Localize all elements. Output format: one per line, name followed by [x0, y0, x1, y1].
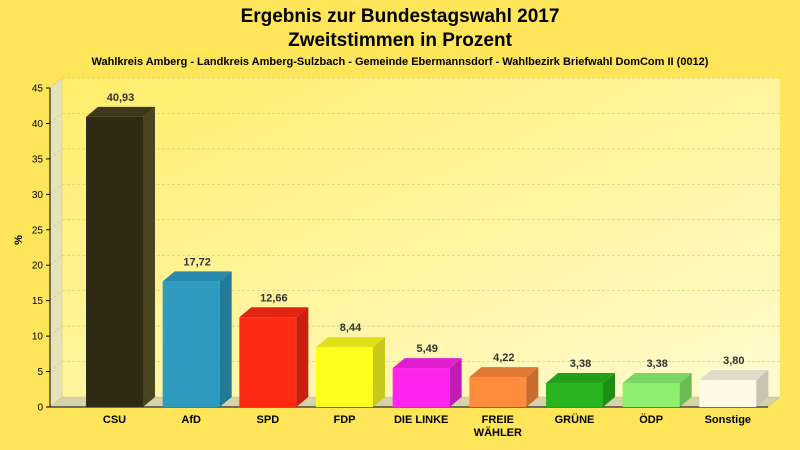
bar-value-label: 3,38 [570, 358, 591, 370]
bar-side [603, 373, 615, 407]
bar-value-label: 17,72 [183, 256, 211, 268]
grid-line-side [49, 77, 63, 89]
x-tick-label: SPD [257, 414, 280, 426]
bar-top [622, 373, 692, 384]
grid-line-side [49, 184, 63, 195]
bar [392, 368, 450, 407]
grid-line-side [49, 361, 63, 372]
bar [699, 380, 757, 407]
bar-side [756, 370, 769, 407]
x-tick-label: AfD [181, 414, 201, 426]
x-tick-label: FREIE [482, 414, 514, 426]
y-tick-label: 15 [32, 296, 44, 307]
bar [622, 383, 680, 407]
bar [546, 383, 603, 407]
x-tick-label: DIE LINKE [394, 414, 448, 426]
x-tick-label: Sonstige [705, 414, 751, 426]
bar-value-label: 5,49 [416, 343, 437, 355]
plot-area [46, 77, 781, 408]
bar-value-label: 12,66 [260, 292, 288, 304]
y-tick-label: 20 [32, 261, 44, 272]
bar [316, 347, 373, 407]
bar-value-label: 3,80 [723, 355, 744, 367]
bar-top [316, 337, 385, 348]
bar-value-label: 40,93 [107, 92, 135, 104]
bar-side [143, 106, 155, 407]
bars-group [86, 106, 769, 407]
bar-value-label: 8,44 [340, 322, 362, 334]
bar-value-label: 4,22 [493, 352, 514, 364]
bar [239, 317, 297, 407]
bar-top [162, 271, 232, 282]
grid-line-side [49, 325, 63, 337]
y-axis-label: % [13, 235, 25, 245]
bar-side [526, 367, 539, 407]
y-tick-label: 25 [32, 225, 44, 236]
grid-line-side [49, 290, 63, 301]
y-tick-label: 10 [32, 332, 44, 343]
grid-line-side [49, 148, 63, 160]
bar-side [296, 307, 309, 407]
bar-side [449, 358, 462, 407]
bar [86, 116, 143, 407]
y-tick-label: 40 [32, 119, 44, 130]
labels-group: 0 5 10 15 20 25 30 35 40 45 40,93 CSU 17,72 AfD 12,66 S… [32, 84, 751, 440]
bar-side [679, 373, 692, 407]
x-tick-label: WÄHLER [474, 426, 522, 439]
bar-value-label: 3,38 [646, 358, 667, 370]
bar [469, 377, 527, 407]
bar [162, 281, 220, 407]
x-tick-label: ÖDP [639, 413, 663, 426]
y-tick-label: 35 [32, 154, 44, 165]
grid-line-side [49, 113, 63, 124]
bar-side [219, 271, 232, 407]
grid-line-side [49, 219, 63, 231]
chart-caption: Wahlkreis Amberg - Landkreis Amberg-Sulz… [92, 56, 709, 68]
y-tick-label: 45 [32, 84, 44, 95]
bar-top [86, 106, 155, 117]
bar-side [373, 337, 385, 407]
bar-top [469, 367, 539, 378]
bar-top [392, 358, 462, 369]
y-tick-label: 30 [32, 190, 44, 201]
chart-subtitle: Zweitstimmen in Prozent [288, 30, 512, 51]
bar-top [239, 307, 309, 318]
bar-top [546, 373, 615, 384]
grid-line-side [49, 254, 63, 266]
y-tick-label: 0 [37, 403, 43, 414]
x-tick-label: GRÜNE [555, 413, 595, 426]
x-tick-label: CSU [103, 414, 126, 426]
chart-title: Ergebnis zur Bundestagswahl 2017 [241, 6, 560, 27]
bar-top [699, 370, 769, 381]
plot-left-wall [49, 77, 63, 408]
y-tick-label: 5 [37, 367, 43, 378]
x-tick-label: FDP [334, 414, 356, 426]
